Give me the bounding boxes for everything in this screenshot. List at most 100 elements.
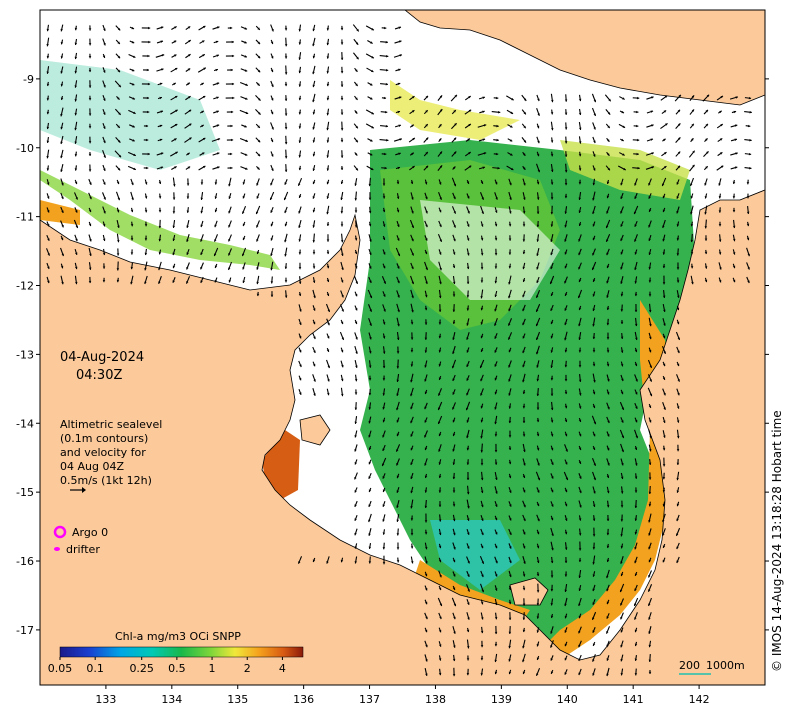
velocity-arrowhead (326, 561, 329, 564)
velocity-arrowhead (564, 615, 568, 619)
velocity-arrowhead (340, 42, 344, 45)
velocity-arrowhead (368, 365, 372, 368)
velocity-arrowhead (690, 252, 694, 255)
velocity-arrowhead (410, 533, 414, 536)
velocity-arrowhead (355, 83, 358, 87)
velocity-arrowhead (648, 238, 651, 241)
velocity-arrowhead (495, 560, 498, 564)
velocity-arrowhead (481, 518, 484, 521)
velocity-arrowhead (244, 27, 248, 30)
velocity-arrowhead (299, 364, 302, 368)
velocity-arrowhead (88, 98, 92, 101)
velocity-arrowhead (61, 182, 64, 186)
velocity-arrowhead (385, 82, 388, 86)
velocity-arrowhead (749, 166, 752, 170)
velocity-arrowhead (676, 267, 680, 270)
velocity-arrowhead (133, 153, 136, 156)
velocity-arrowhead (298, 57, 302, 60)
velocity-arrowhead (452, 294, 456, 297)
velocity-arrowhead (662, 295, 666, 298)
velocity-arrowhead (354, 238, 358, 241)
velocity-arrowhead (551, 504, 554, 507)
velocity-arrowhead (132, 139, 135, 142)
velocity-arrowhead (382, 532, 386, 535)
velocity-arrowhead (411, 266, 414, 270)
velocity-arrowhead (634, 643, 638, 647)
velocity-arrowhead (298, 195, 302, 198)
velocity-arrowhead (578, 406, 582, 409)
velocity-arrowhead (354, 449, 357, 452)
velocity-arrowhead (564, 99, 568, 102)
velocity-arrowhead (453, 532, 456, 536)
velocity-arrowhead (439, 616, 442, 620)
velocity-arrowhead (452, 658, 456, 662)
velocity-arrowhead (144, 238, 148, 241)
velocity-arrowhead (651, 152, 654, 155)
velocity-arrowhead (425, 561, 428, 564)
velocity-arrowhead (452, 518, 456, 522)
velocity-arrowhead (133, 167, 136, 170)
velocity-arrowhead (102, 238, 106, 241)
y-tick-label: -11 (16, 211, 34, 224)
velocity-arrowhead (523, 532, 526, 535)
velocity-arrowhead (648, 631, 651, 634)
velocity-arrowhead (116, 268, 120, 271)
velocity-arrowhead (677, 137, 681, 140)
velocity-arrowhead (607, 139, 610, 142)
velocity-arrowhead (284, 295, 288, 298)
velocity-arrowhead (621, 435, 625, 439)
velocity-arrowhead (47, 253, 50, 256)
velocity-arrowhead (634, 309, 638, 313)
velocity-arrowhead (509, 504, 512, 507)
velocity-arrowhead (146, 68, 149, 72)
velocity-arrowhead (371, 111, 374, 115)
velocity-arrowhead (522, 545, 526, 549)
velocity-arrowhead (508, 587, 512, 591)
velocity-arrowhead (496, 124, 499, 128)
velocity-arrowhead (564, 379, 568, 382)
velocity-arrowhead (355, 351, 358, 354)
velocity-arrowhead (382, 365, 386, 369)
velocity-arrowhead (298, 225, 301, 228)
velocity-arrowhead (284, 210, 287, 214)
velocity-arrowhead (592, 405, 596, 409)
velocity-arrowhead (340, 112, 344, 115)
velocity-arrowhead (648, 405, 652, 408)
velocity-arrowhead (74, 181, 78, 185)
velocity-arrowhead (60, 126, 63, 130)
velocity-arrowhead (734, 166, 738, 169)
velocity-arrowhead (326, 28, 330, 31)
velocity-arrowhead (578, 419, 582, 422)
velocity-arrowhead (144, 210, 148, 213)
velocity-arrowhead (495, 504, 498, 507)
velocity-arrowhead (396, 181, 400, 185)
velocity-arrowhead (467, 602, 470, 605)
velocity-arrowhead (592, 391, 596, 395)
velocity-arrowhead (200, 182, 204, 185)
velocity-arrowhead (256, 183, 259, 186)
velocity-arrowhead (130, 238, 134, 241)
velocity-arrowhead (382, 489, 386, 493)
velocity-arrowhead (536, 657, 540, 660)
velocity-arrowhead (381, 463, 385, 466)
velocity-arrowhead (536, 503, 540, 507)
velocity-arrowhead (494, 588, 498, 591)
velocity-arrowhead (578, 210, 582, 213)
velocity-arrowhead (340, 240, 344, 243)
velocity-arrowhead (340, 349, 344, 353)
velocity-arrowhead (89, 253, 92, 256)
velocity-arrowhead (648, 519, 651, 523)
x-tick-label: 142 (689, 693, 710, 706)
velocity-arrowhead (146, 166, 149, 170)
velocity-arrowhead (676, 449, 680, 452)
velocity-arrowhead (480, 545, 484, 549)
velocity-arrowhead (718, 183, 721, 186)
velocity-arrowhead (369, 83, 373, 86)
velocity-arrowhead (620, 545, 624, 549)
velocity-arrowhead (620, 534, 623, 537)
velocity-arrowhead (480, 307, 484, 311)
velocity-arrowhead (732, 252, 736, 255)
velocity-arrowhead (230, 26, 233, 30)
velocity-arrowhead (382, 336, 386, 339)
velocity-arrowhead (187, 26, 191, 29)
